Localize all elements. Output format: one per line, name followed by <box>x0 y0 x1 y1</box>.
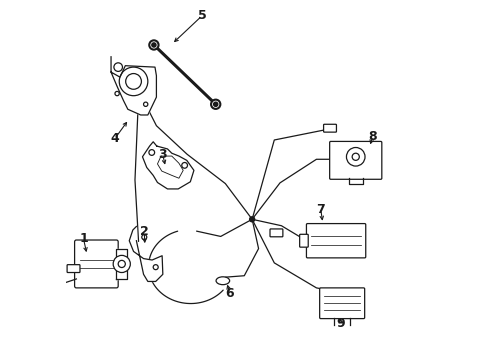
FancyBboxPatch shape <box>270 229 283 237</box>
Circle shape <box>211 100 220 109</box>
Circle shape <box>149 40 159 50</box>
FancyBboxPatch shape <box>74 240 118 288</box>
Circle shape <box>249 217 255 222</box>
FancyBboxPatch shape <box>330 141 382 179</box>
Text: 7: 7 <box>317 203 325 216</box>
FancyBboxPatch shape <box>67 265 80 273</box>
Text: 8: 8 <box>368 130 377 143</box>
Text: 2: 2 <box>140 225 148 238</box>
FancyBboxPatch shape <box>306 224 366 258</box>
Text: 4: 4 <box>110 132 119 145</box>
Circle shape <box>214 102 218 106</box>
FancyBboxPatch shape <box>323 124 337 132</box>
Polygon shape <box>143 142 194 189</box>
Circle shape <box>113 255 130 273</box>
Polygon shape <box>117 249 127 279</box>
Polygon shape <box>111 57 156 115</box>
FancyBboxPatch shape <box>319 288 365 319</box>
Text: 9: 9 <box>337 317 345 330</box>
Circle shape <box>152 43 156 47</box>
Ellipse shape <box>216 277 230 285</box>
Polygon shape <box>129 226 163 282</box>
Text: 1: 1 <box>79 233 88 246</box>
Text: 5: 5 <box>198 9 206 22</box>
Text: 3: 3 <box>159 148 167 162</box>
Text: 6: 6 <box>226 287 234 300</box>
FancyBboxPatch shape <box>300 234 308 247</box>
FancyBboxPatch shape <box>51 280 63 289</box>
